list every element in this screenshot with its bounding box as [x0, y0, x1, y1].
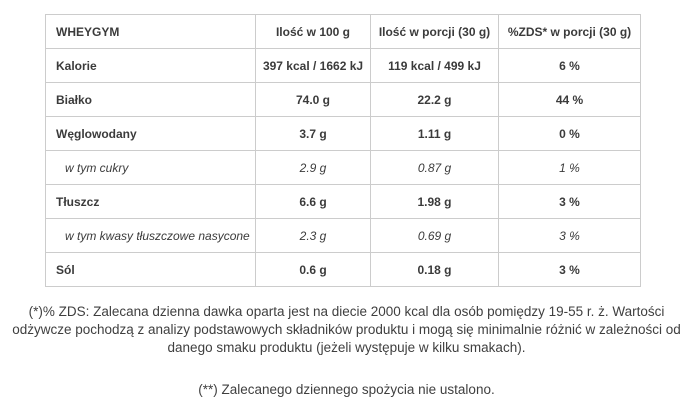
table-header-row: WHEYGYM Ilość w 100 g Ilość w porcji (30…	[45, 14, 641, 49]
column-header-per-serving: Ilość w porcji (30 g)	[370, 14, 499, 49]
cell-label: Sól	[45, 252, 256, 287]
cell-per-serving: 119 kcal / 499 kJ	[370, 48, 499, 83]
cell-per-100g: 3.7 g	[255, 116, 371, 151]
cell-per-100g: 74.0 g	[255, 82, 371, 117]
cell-per-100g: 0.6 g	[255, 252, 371, 287]
table-row-kalorie: Kalorie 397 kcal / 1662 kJ 119 kcal / 49…	[45, 48, 641, 83]
table-row-sol: Sól 0.6 g 0.18 g 3 %	[45, 252, 641, 287]
table-row-cukry: w tym cukry 2.9 g 0.87 g 1 %	[45, 150, 641, 185]
cell-per-serving: 1.11 g	[370, 116, 499, 151]
column-header-zds: %ZDS* w porcji (30 g)	[498, 14, 641, 49]
table-row-tluszcz: Tłuszcz 6.6 g 1.98 g 3 %	[45, 184, 641, 219]
cell-per-serving: 22.2 g	[370, 82, 499, 117]
cell-zds: 3 %	[498, 218, 641, 253]
cell-label: Węglowodany	[45, 116, 256, 151]
zds-footnote: (*)% ZDS: Zalecana dzienna dawka oparta …	[12, 304, 681, 355]
table-row-weglowodany: Węglowodany 3.7 g 1.11 g 0 %	[45, 116, 641, 151]
cell-zds: 44 %	[498, 82, 641, 117]
cell-zds: 0 %	[498, 116, 641, 151]
daily-intake-footnote: (**) Zalecanego dziennego spożycia nie u…	[198, 382, 495, 397]
cell-zds: 3 %	[498, 184, 641, 219]
cell-per-serving: 0.18 g	[370, 252, 499, 287]
nutrition-table: WHEYGYM Ilość w 100 g Ilość w porcji (30…	[45, 14, 641, 287]
cell-label: Białko	[45, 82, 256, 117]
table-row-kwasy-nasycone: w tym kwasy tłuszczowe nasycone 2.3 g 0.…	[45, 218, 641, 253]
column-header-product: WHEYGYM	[45, 14, 256, 49]
cell-label: Tłuszcz	[45, 184, 256, 219]
cell-per-100g: 397 kcal / 1662 kJ	[255, 48, 371, 83]
cell-label: w tym cukry	[45, 150, 256, 185]
cell-per-100g: 6.6 g	[255, 184, 371, 219]
cell-zds: 3 %	[498, 252, 641, 287]
cell-zds: 6 %	[498, 48, 641, 83]
cell-zds: 1 %	[498, 150, 641, 185]
cell-label: Kalorie	[45, 48, 256, 83]
cell-per-serving: 1.98 g	[370, 184, 499, 219]
table-row-bialko: Białko 74.0 g 22.2 g 44 %	[45, 82, 641, 117]
cell-per-serving: 0.69 g	[370, 218, 499, 253]
footnotes: (*)% ZDS: Zalecana dzienna dawka oparta …	[0, 303, 693, 399]
cell-per-serving: 0.87 g	[370, 150, 499, 185]
column-header-per-100g: Ilość w 100 g	[255, 14, 371, 49]
cell-per-100g: 2.3 g	[255, 218, 371, 253]
cell-per-100g: 2.9 g	[255, 150, 371, 185]
cell-label: w tym kwasy tłuszczowe nasycone	[45, 218, 256, 253]
